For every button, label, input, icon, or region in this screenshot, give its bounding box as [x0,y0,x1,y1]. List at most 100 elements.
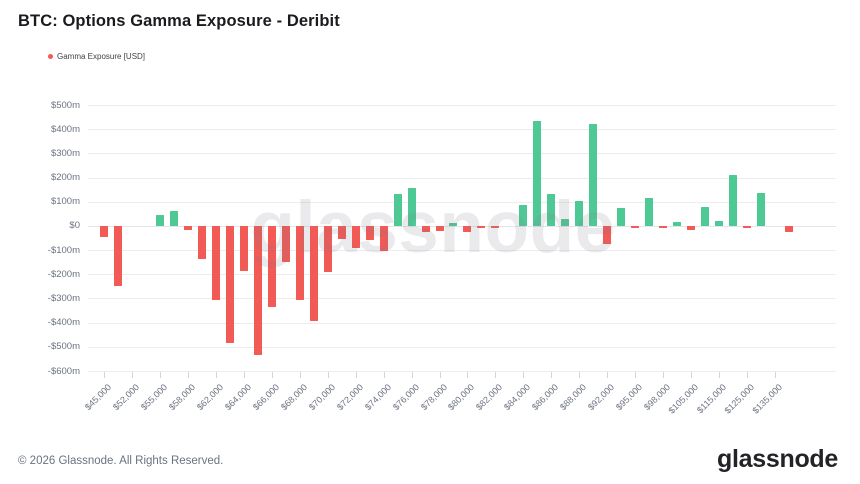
gamma-bar[interactable] [617,207,626,226]
gamma-bar[interactable] [561,218,570,226]
gamma-bar[interactable] [155,215,164,226]
gamma-bar[interactable] [729,175,738,226]
gamma-bar[interactable] [239,225,248,271]
tick-mark [663,372,665,378]
gridline [88,346,836,348]
tick-mark [299,372,301,378]
gamma-bar[interactable] [197,225,206,259]
gamma-bar[interactable] [211,225,220,300]
gamma-bar[interactable] [295,225,304,300]
gamma-bar[interactable] [477,225,486,228]
gamma-bar[interactable] [687,225,696,230]
x-axis-label: $88,000 [558,382,589,413]
tick-mark [775,372,777,378]
x-axis-label: $58,000 [166,382,197,413]
gridline [88,322,836,324]
gridline [88,298,836,300]
y-axis-label: -$500m [47,341,80,353]
gridline [88,105,836,106]
gamma-bar[interactable] [113,225,122,287]
gamma-bar[interactable] [365,225,374,241]
gridline [88,371,836,372]
gridline [88,129,836,131]
gamma-bar[interactable] [673,222,682,226]
gamma-bar[interactable] [323,225,332,272]
gamma-bar[interactable] [491,225,500,229]
legend-item-gamma-exposure[interactable]: Gamma Exposure [USD] [48,52,145,61]
legend-dot-icon [48,54,53,59]
x-axis-label: $80,000 [446,382,477,413]
gamma-bar[interactable] [351,225,360,248]
gamma-bar[interactable] [379,225,388,252]
legend-label: Gamma Exposure [USD] [57,52,146,61]
gamma-bar[interactable] [519,205,528,226]
gamma-bar[interactable] [701,206,710,226]
y-axis-label: $400m [50,123,80,135]
gamma-bar[interactable] [547,194,556,226]
x-axis-label: $92,000 [586,382,617,413]
x-axis-label: $95,000 [614,382,645,413]
chart-title: BTC: Options Gamma Exposure - Deribit [18,12,340,30]
gamma-bar[interactable] [715,221,724,226]
tick-mark [747,372,749,378]
gamma-bar[interactable] [253,225,262,356]
gamma-bar[interactable] [393,194,402,226]
y-axis-label: -$100m [47,244,80,256]
gamma-bar[interactable] [309,225,318,322]
gamma-bar[interactable] [281,225,290,263]
tick-mark [187,372,189,378]
gamma-bar[interactable] [183,225,192,230]
y-axis-label: -$400m [47,317,80,329]
gamma-bar[interactable] [785,225,793,232]
x-axis-label: $86,000 [530,382,561,413]
x-axis-label: $84,000 [502,382,533,413]
tick-mark [523,372,525,378]
gamma-bar[interactable] [337,225,346,240]
tick-mark [159,372,161,378]
x-axis-label: $45,000 [82,382,114,413]
y-axis-label: -$600m [47,365,80,377]
gamma-bar[interactable] [631,225,640,228]
x-axis-label: $76,000 [390,382,421,413]
y-axis-label: $200m [50,172,80,184]
tick-mark [579,372,581,378]
gamma-bar[interactable] [225,225,234,344]
gamma-bar[interactable] [421,225,430,232]
x-axis-label: $125,000 [722,382,757,416]
x-axis-label: $52,000 [110,382,142,413]
x-axis-label: $62,000 [194,382,225,413]
gamma-bar[interactable] [407,188,416,226]
tick-mark [551,372,553,378]
gamma-bar[interactable] [435,225,444,231]
x-axis-label: $64,000 [222,382,253,413]
tick-mark [355,372,357,378]
gamma-bar[interactable] [743,225,752,228]
tick-mark [215,372,217,378]
y-axis-label: -$300m [47,292,80,304]
gamma-bar[interactable] [169,211,178,226]
x-axis-label: $82,000 [474,382,505,413]
gamma-bar[interactable] [463,225,472,232]
tick-mark [607,372,609,378]
copyright-text: © 2026 Glassnode. All Rights Reserved. [18,455,224,467]
gamma-bar[interactable] [449,223,458,226]
gamma-bar[interactable] [589,124,598,226]
gamma-bar[interactable] [575,200,584,226]
gamma-bar[interactable] [659,225,668,228]
gamma-bar[interactable] [267,225,276,307]
tick-mark [719,372,721,378]
gridline [88,250,836,252]
y-axis-label: -$200m [47,268,80,280]
gridline [88,225,836,227]
gamma-bar[interactable] [645,198,654,226]
tick-mark [383,372,385,378]
x-axis-label: $66,000 [250,382,281,413]
gamma-bar[interactable] [757,193,766,226]
gamma-bar[interactable] [603,225,612,245]
tick-mark [243,372,245,378]
gamma-bar[interactable] [100,225,108,237]
tick-mark [271,372,273,378]
gamma-bar[interactable] [533,120,542,226]
x-axis-label: $78,000 [418,382,449,413]
